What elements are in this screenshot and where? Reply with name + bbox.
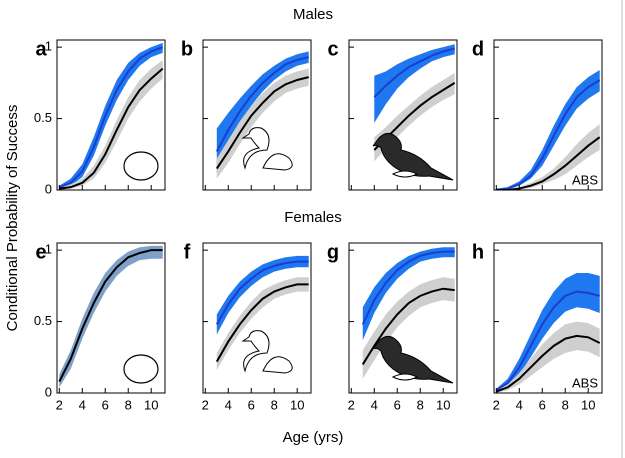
annotation: ABS: [572, 172, 598, 187]
plot-area: [58, 42, 164, 190]
y-tick-label: 0: [45, 181, 52, 196]
panel-letter: d: [472, 38, 484, 60]
y-axis-label: Conditional Probability of Success: [4, 105, 21, 332]
bird-illustration: [372, 132, 454, 181]
panel-frame: [56, 242, 166, 394]
y-tick-label: 0.5: [34, 110, 52, 125]
line: [58, 249, 163, 383]
line: [215, 56, 309, 152]
confidence-band: [216, 51, 309, 173]
confidence-band: [362, 247, 455, 341]
line: [361, 250, 455, 325]
chick-illustration: [241, 127, 293, 171]
illustration: [123, 151, 159, 181]
x-tick-label: 2: [493, 397, 500, 412]
plot-area: [361, 247, 455, 379]
x-tick-label: 10: [290, 397, 304, 412]
line: [361, 287, 455, 365]
annotation: ABS: [572, 375, 598, 390]
x-tick-label: 6: [539, 397, 546, 412]
line: [496, 79, 601, 190]
egg-illustration: [123, 354, 159, 384]
illustration: [241, 330, 293, 374]
panel-letter: b: [181, 38, 193, 60]
egg-illustration: [123, 151, 159, 181]
panel-letter: c: [327, 38, 338, 60]
line: [215, 76, 309, 170]
bird-illustration: [372, 335, 454, 384]
y-tick-label: 0: [45, 384, 52, 399]
x-axis-label: Age (yrs): [283, 429, 344, 446]
illustration: [241, 127, 293, 171]
line: [373, 47, 455, 98]
x-tick-label: 6: [102, 397, 109, 412]
panel-frame: [56, 39, 166, 191]
line: [215, 260, 309, 325]
confidence-band: [216, 277, 309, 371]
x-tick-label: 2: [202, 397, 209, 412]
panel-letter: a: [35, 38, 47, 60]
x-tick-label: 6: [248, 397, 255, 412]
y-tick-label: 1: [45, 242, 52, 257]
bird-illustration: [391, 373, 419, 381]
row-title: Females: [284, 209, 342, 226]
x-tick-label: 8: [562, 397, 569, 412]
plot-area: [496, 70, 601, 190]
x-tick-label: 4: [225, 397, 232, 412]
y-tick-label: 0.5: [34, 313, 52, 328]
panel-frame: [493, 39, 603, 191]
confidence-band: [374, 44, 455, 123]
line: [215, 283, 309, 363]
illustration: [372, 335, 454, 384]
illustration: [372, 132, 454, 181]
panel-frame: [202, 242, 312, 394]
x-tick-label: 10: [436, 397, 450, 412]
panel-frame: [493, 242, 603, 394]
line: [59, 67, 164, 190]
x-tick-label: 4: [79, 397, 86, 412]
x-tick-label: 2: [56, 397, 63, 412]
x-tick-label: 6: [394, 397, 401, 412]
x-tick-label: 8: [417, 397, 424, 412]
panel-frame: [348, 242, 458, 394]
x-tick-label: 2: [348, 397, 355, 412]
panel-letter: e: [35, 241, 46, 263]
panel-frame: [202, 39, 312, 191]
y-tick-label: 1: [45, 39, 52, 54]
panel-letter: f: [184, 241, 191, 263]
chick-illustration: [241, 330, 293, 374]
x-tick-label: 8: [271, 397, 278, 412]
line: [495, 290, 600, 391]
plot-area: [215, 255, 309, 371]
confidence-band: [362, 277, 455, 379]
plot-area: [495, 273, 601, 393]
line: [496, 136, 601, 190]
row-title: Males: [293, 6, 333, 23]
bird-illustration: [391, 170, 419, 178]
plot-area: [58, 245, 163, 388]
x-tick-label: 10: [144, 397, 158, 412]
line: [495, 334, 601, 393]
illustration: [123, 354, 159, 384]
x-tick-label: 10: [581, 397, 595, 412]
panel-frame: [348, 39, 458, 191]
x-tick-label: 8: [125, 397, 132, 412]
panel-letter: g: [327, 241, 339, 263]
x-tick-label: 4: [371, 397, 378, 412]
line: [58, 46, 164, 189]
x-tick-label: 4: [516, 397, 523, 412]
panel-letter: h: [472, 241, 484, 263]
plot-area: [215, 51, 309, 179]
